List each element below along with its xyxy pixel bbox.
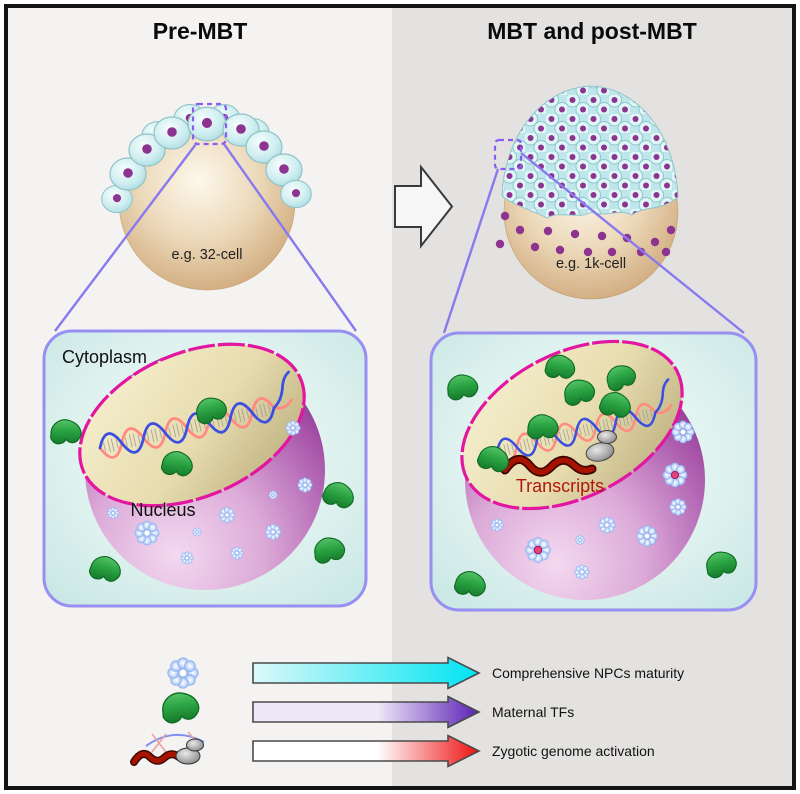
pre-mbt-embryo: e.g. 32-cell [101,102,312,291]
embryo-stage-label: e.g. 32-cell [172,247,243,263]
maternal-tf-gradient-arrow [252,695,481,729]
npc-icon [671,420,695,444]
npc-icon [268,490,278,500]
npc-mature-icon [524,536,552,564]
transcript-icon [502,456,595,475]
npc-icon [598,516,616,534]
npc-icon [575,535,585,545]
npc-icon [297,477,313,493]
zoom-region-outline [191,102,228,146]
transition-arrow-icon [394,164,454,249]
migrating-nuclei-dots [495,211,676,257]
embryo-stage-label: e.g. 1k-cell [556,256,626,272]
pre-mbt-cell-box: Cytoplasm Nucleus [42,329,368,608]
polymerase-icon [585,442,615,462]
npc-icon [669,498,687,516]
npc-icon [635,524,659,548]
npc-icon [192,527,202,537]
npc-icon [264,523,282,541]
transcript-polymerase-icon [130,731,205,766]
legend-label-maternal-tf: Maternal TFs [492,704,574,720]
npc-icon [180,551,194,565]
npc-flower-icon [166,656,200,690]
npc-icon [218,506,236,524]
zga-gradient-arrow [252,734,481,768]
connector-line [520,152,745,334]
npc-icon [574,564,590,580]
connector-line [223,143,357,332]
npc-maturity-gradient-arrow [252,656,481,690]
post-mbt-cell-box: Transcripts [429,331,758,612]
npc-icon [134,520,160,546]
legend-label-npc: Comprehensive NPCs maturity [492,665,684,681]
npc-icon [285,420,301,436]
transcripts-label: Transcripts [516,476,604,496]
legend-label-zga: Zygotic genome activation [492,743,655,759]
maternal-tf-bean-icon [159,689,201,725]
blastomere-cap [501,85,679,219]
npc-icon [230,546,244,560]
post-mbt-embryo: e.g. 1k-cell [493,85,679,300]
npc-mature-icon [662,462,688,488]
polymerase-icon [597,430,617,444]
npc-icon [490,518,504,532]
post-mbt-title: MBT and post-MBT [487,18,697,44]
nascent-transcript [500,430,617,477]
legend: Comprehensive NPCs maturity Maternal TFs… [130,656,684,768]
connector-line [442,168,500,334]
connector-line [54,143,197,332]
nucleus-label: Nucleus [130,500,195,520]
nucleus-cut-face [78,342,306,508]
pre-mbt-title: Pre-MBT [152,18,248,44]
npc-icon [106,506,120,520]
zoom-region-outline [493,138,523,171]
cytoplasm-label: Cytoplasm [62,347,147,367]
